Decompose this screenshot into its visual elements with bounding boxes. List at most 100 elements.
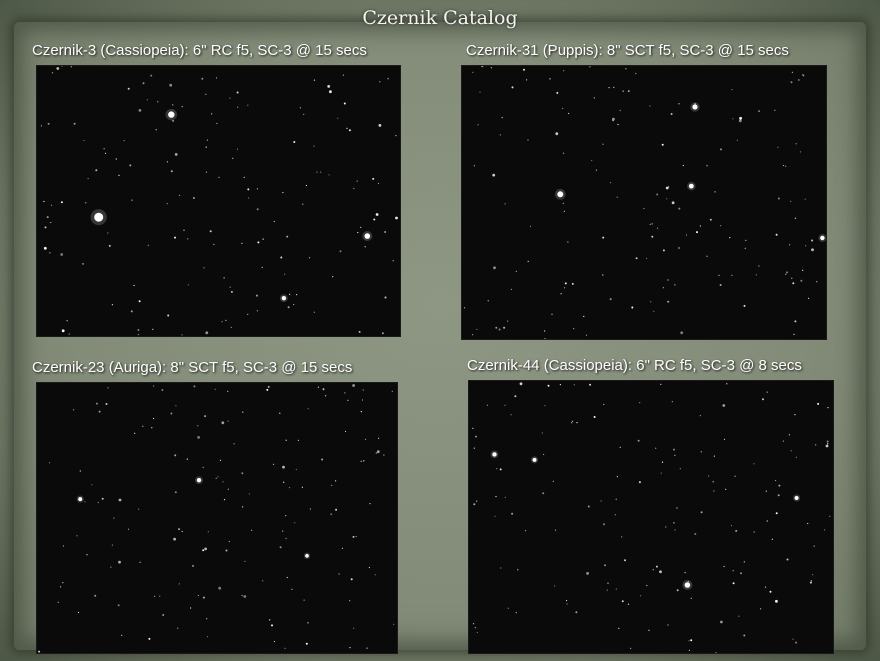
star [738,616,739,617]
star [791,278,792,279]
bright-star [685,582,691,588]
star [720,621,723,624]
star [574,384,575,385]
star [798,79,799,80]
star [296,469,297,470]
star [332,276,333,277]
star [508,608,509,609]
star [499,329,501,331]
star [549,78,550,79]
star [607,590,608,591]
star [137,329,139,331]
star [720,284,722,286]
star [785,166,786,167]
star [617,197,618,198]
star [724,566,725,567]
star [230,287,231,288]
star [224,499,225,500]
star [366,648,367,649]
star [83,140,84,141]
star [227,391,228,392]
star [224,277,225,278]
star [148,638,150,640]
star [376,452,377,453]
star [800,280,802,282]
star [383,454,384,455]
star [327,85,330,88]
star [827,407,828,408]
star [190,607,191,608]
star [179,583,180,584]
star [776,512,778,514]
star [594,416,596,418]
star [706,165,707,166]
star [50,222,51,223]
star [249,493,250,494]
star [735,476,736,477]
star [631,307,633,309]
star [302,487,303,488]
star [758,110,760,112]
star [385,297,387,299]
star [686,234,687,235]
star [620,447,621,448]
star [612,118,615,121]
star [563,70,564,71]
star [208,531,209,532]
star [792,639,793,640]
star [659,570,662,573]
star [617,476,618,477]
star [237,107,238,108]
star [96,403,98,405]
star [795,218,796,219]
star [304,600,305,601]
star [530,226,531,227]
star [237,149,238,150]
star [300,107,301,108]
star [244,177,245,178]
star [786,271,788,273]
star [663,287,664,288]
bright-star [282,296,286,300]
star [615,514,616,515]
star [732,118,733,119]
star [201,78,203,80]
star [628,90,630,92]
star [811,240,813,242]
star [112,304,113,305]
star [560,384,561,385]
star [153,418,154,419]
star [285,515,286,516]
star [181,334,182,335]
star [107,232,108,233]
star [666,198,667,199]
star [284,274,285,275]
star [491,67,492,68]
star [625,68,626,69]
star [129,164,131,166]
star [622,600,624,602]
star [118,561,121,564]
star [323,388,325,390]
star [131,310,133,312]
star [542,492,544,494]
star [105,153,106,154]
star [308,408,309,409]
star [511,414,512,415]
star [649,105,650,106]
star [289,294,290,295]
star [676,507,677,508]
panel-caption-czernik-44: Czernik-44 (Cassiopeia): 6" RC f5, SC-3 … [467,357,802,374]
star [74,123,76,125]
star [154,596,155,597]
star [617,124,618,125]
star [251,530,252,531]
star [568,113,569,114]
star [282,531,283,532]
star [244,561,245,562]
star [744,305,746,307]
star [672,201,675,204]
star [722,404,725,407]
star [102,498,104,500]
star [86,554,87,555]
